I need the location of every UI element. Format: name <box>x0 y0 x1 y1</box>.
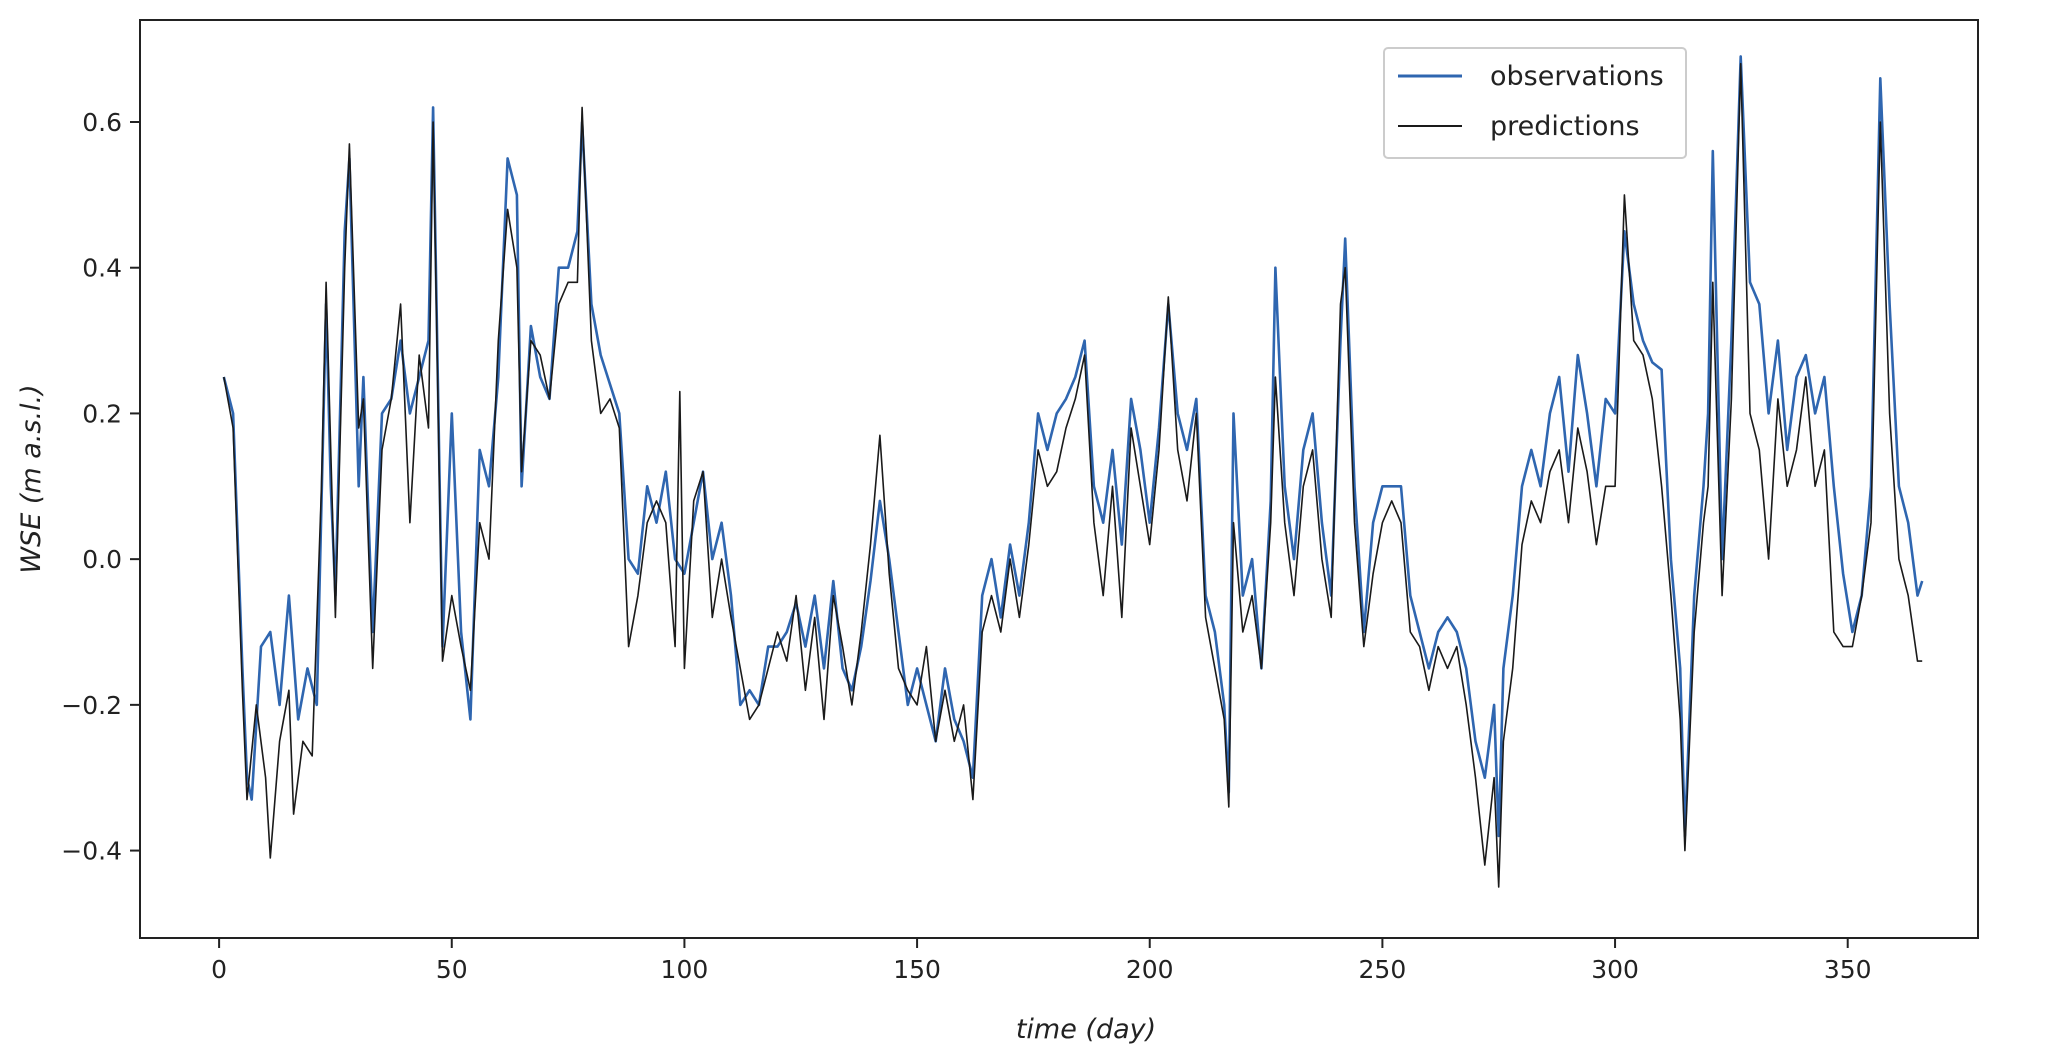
y-tick-label: 0.0 <box>82 545 122 574</box>
y-tick-label: 0.6 <box>82 108 122 137</box>
x-tick-label: 200 <box>1126 955 1174 984</box>
x-tick-label: 300 <box>1591 955 1639 984</box>
y-tick-label: −0.4 <box>61 837 122 866</box>
legend-label-predictions: predictions <box>1490 111 1640 142</box>
x-tick-label: 350 <box>1824 955 1872 984</box>
x-tick-label: 0 <box>211 955 227 984</box>
legend: observations predictions <box>1383 47 1687 159</box>
series-line-predictions <box>223 62 1923 888</box>
x-tick-label: 250 <box>1359 955 1407 984</box>
y-tick-label: 0.4 <box>82 254 122 283</box>
axes-frame <box>139 19 1979 939</box>
ticks: 0 50 100 150 200 250 300 350 −0.4 −0.2 0.0 0.2 0.4 0.… <box>61 108 1871 984</box>
series-line-observations <box>222 55 1924 838</box>
y-tick-label: 0.2 <box>82 399 122 428</box>
y-axis-label: WSE (m a.s.l.) <box>16 384 47 573</box>
y-tick-label: −0.2 <box>61 691 122 720</box>
x-tick-label: 50 <box>436 955 468 984</box>
legend-label-observations: observations <box>1490 61 1664 92</box>
x-tick-label: 150 <box>893 955 941 984</box>
plot-area <box>222 55 1924 888</box>
x-tick-label: 100 <box>661 955 709 984</box>
x-axis-label: time (day) <box>1016 1014 1156 1045</box>
